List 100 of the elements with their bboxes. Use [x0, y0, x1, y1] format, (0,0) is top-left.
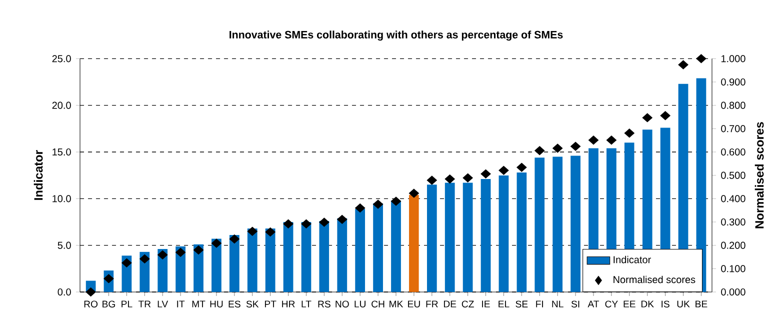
x-tick-label: IS	[662, 300, 670, 308]
point	[301, 219, 312, 228]
y2-axis-title: Normalised scores	[754, 122, 764, 228]
x-tick-label: NO	[336, 300, 349, 308]
bar	[516, 172, 527, 292]
bar	[283, 222, 294, 292]
bar	[212, 238, 222, 292]
x-tick-label: ES	[228, 300, 240, 308]
y2-tick-label: 0.200	[721, 242, 746, 249]
point	[498, 166, 509, 175]
x-tick-label: MK	[390, 300, 404, 308]
point	[426, 176, 437, 185]
x-tick-label: BE	[696, 300, 708, 308]
chart-title: Innovative SMEs collaborating with others as percentage of SMEs	[230, 30, 563, 41]
x-tick-label: LT	[302, 300, 312, 308]
point	[516, 162, 527, 172]
bar	[337, 218, 348, 292]
bar	[301, 222, 312, 292]
x-tick-label: CZ	[462, 300, 474, 308]
x-tick-label: SK	[246, 300, 259, 308]
bar	[229, 235, 240, 292]
y-axis-title: Indicator	[34, 150, 43, 200]
y2-tick-label: 0.800	[721, 102, 746, 109]
bar	[409, 194, 419, 292]
point	[534, 146, 545, 156]
point	[660, 111, 670, 120]
point	[247, 226, 258, 236]
legend-label: Normalised scores	[614, 276, 696, 284]
y-tick-label: 20.0	[52, 102, 71, 109]
x-tick-label: SE	[516, 300, 528, 308]
x-tick-label: NL	[552, 300, 564, 308]
x-tick-label: IE	[482, 300, 490, 308]
y2-tick-label: 0.500	[721, 172, 746, 179]
legend-label: Indicator	[614, 256, 651, 264]
bar	[265, 228, 276, 292]
point	[480, 169, 491, 178]
point	[390, 196, 402, 206]
point	[462, 173, 473, 182]
point	[265, 227, 276, 237]
point	[588, 136, 599, 145]
bar	[391, 200, 401, 292]
bar	[319, 221, 330, 292]
x-tick-label: UK	[677, 300, 690, 308]
y2-tick-label: 0.000	[721, 288, 746, 296]
point	[570, 142, 581, 151]
point	[355, 203, 366, 213]
y-tick-label: 0.0	[58, 288, 71, 296]
y2-tick-label: 0.100	[721, 265, 746, 272]
x-tick-label: PL	[122, 300, 132, 308]
point	[552, 144, 563, 153]
y2-tick-label: 1.000	[721, 55, 746, 62]
x-tick-label: RS	[318, 300, 330, 308]
y-tick-label: 5.0	[58, 242, 71, 249]
x-tick-label: EL	[498, 300, 510, 308]
x-tick-label: HR	[282, 300, 295, 308]
x-tick-label: EU	[408, 300, 420, 308]
bar	[552, 156, 563, 292]
point	[319, 218, 330, 227]
x-tick-label: LV	[158, 300, 168, 308]
point	[642, 113, 652, 122]
bar	[534, 158, 545, 292]
point	[372, 200, 384, 209]
x-tick-label: RO	[84, 300, 98, 308]
point	[211, 238, 222, 248]
bar	[480, 179, 491, 292]
point	[175, 248, 186, 257]
x-tick-label: DK	[641, 300, 654, 308]
bar	[355, 208, 366, 292]
x-tick-label: IT	[177, 300, 185, 308]
point	[337, 214, 348, 224]
x-tick-label: FI	[536, 300, 544, 308]
x-tick-label: HU	[210, 300, 223, 308]
point	[444, 174, 455, 184]
bar	[498, 175, 509, 292]
bar	[462, 182, 473, 292]
x-tick-label: EE	[624, 300, 636, 308]
bar	[570, 156, 580, 292]
point	[122, 258, 132, 268]
x-tick-label: TR	[138, 300, 151, 308]
point	[696, 54, 706, 64]
bar	[247, 228, 258, 292]
point	[104, 274, 114, 284]
bar	[373, 203, 383, 292]
bar	[426, 184, 437, 292]
point	[229, 234, 240, 244]
x-tick-label: MT	[192, 300, 206, 308]
y-tick-label: 15.0	[52, 148, 71, 156]
y2-tick-label: 0.700	[721, 125, 746, 132]
x-tick-label: AT	[588, 300, 600, 308]
x-tick-label: CH	[372, 300, 384, 308]
x-tick-label: BG	[102, 300, 115, 308]
x-tick-label: PT	[264, 300, 276, 308]
x-tick-label: CY	[605, 300, 618, 308]
x-tick-label: LU	[354, 300, 366, 308]
x-tick-label: SI	[571, 300, 580, 308]
point	[624, 128, 634, 138]
y2-tick-label: 0.400	[721, 195, 746, 202]
point	[678, 60, 688, 70]
point	[408, 188, 420, 198]
point	[283, 219, 294, 228]
